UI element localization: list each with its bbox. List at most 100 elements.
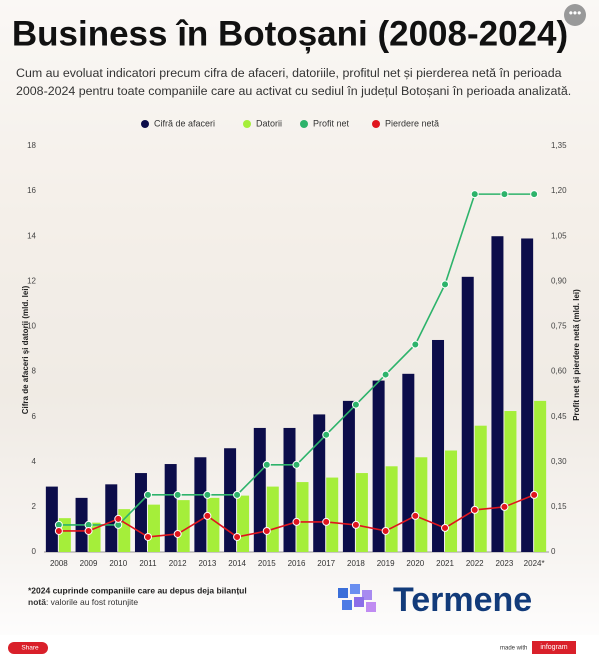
y2-tick-label: 1,35 (551, 141, 567, 150)
line-point (381, 370, 390, 379)
chart-title: Business în Botoșani (2008-2024) (12, 14, 568, 53)
legend: Cifră de afaceri Datorii Profit net Pierder… (141, 118, 439, 128)
line-point (500, 502, 509, 511)
footnote: *2024 cuprinde companiile care au depus … (28, 585, 247, 595)
x-tick-label: 2011 (139, 559, 157, 568)
line-point (262, 526, 271, 535)
bar (164, 464, 177, 552)
x-tick-label: 2012 (169, 559, 187, 568)
legend-marker (300, 120, 308, 128)
line-point (381, 526, 390, 535)
bar (355, 473, 368, 552)
line-point (411, 340, 420, 349)
infogram-badge[interactable] (532, 641, 576, 654)
bar (461, 276, 474, 552)
bar (45, 486, 58, 552)
y2-tick-label: 0,90 (551, 276, 567, 285)
y-axis-title: Cifra de afaceri și datorii (mld. lei) (21, 285, 30, 414)
bar (237, 495, 250, 552)
line-point (500, 190, 509, 199)
bar (491, 236, 504, 552)
legend-label: Datorii (256, 118, 282, 128)
line-point (441, 280, 450, 289)
line-point (351, 400, 360, 409)
y2-tick-label: 0,75 (551, 322, 567, 331)
line-point (114, 514, 123, 523)
bar (296, 482, 309, 552)
x-tick-label: 2018 (347, 559, 365, 568)
y-tick-label: 8 (32, 367, 37, 376)
line-point (233, 490, 242, 499)
subtitle-box: Cum au evoluat indicatori precum cifra d… (16, 66, 571, 98)
x-tick-label: 2009 (80, 559, 98, 568)
bar (266, 486, 279, 552)
line-point (143, 532, 152, 541)
y-tick-label: 0 (32, 547, 37, 556)
logo-text: Termene (393, 581, 532, 619)
line-point (233, 532, 242, 541)
line-point (351, 520, 360, 529)
x-tick-label: 2024* (524, 559, 545, 568)
y2-tick-label: 1,20 (551, 186, 567, 195)
x-tick-label: 2008 (50, 559, 68, 568)
x-tick-label: 2021 (436, 559, 454, 568)
y2-tick-label: 0,60 (551, 367, 567, 376)
y2-tick-label: 1,05 (551, 231, 567, 240)
share-label: Share (21, 645, 39, 652)
line-point (292, 460, 301, 469)
bar (474, 425, 487, 552)
line-point (203, 490, 212, 499)
bar (313, 414, 326, 552)
legend-marker (141, 120, 149, 128)
line-point (84, 526, 93, 535)
bar (207, 497, 220, 552)
y-tick-label: 4 (32, 457, 37, 466)
line-point (262, 460, 271, 469)
y2-axis-title: Profit net și pierdere netă (mld. lei) (572, 289, 581, 421)
legend-marker (372, 120, 380, 128)
x-tick-label: 2023 (496, 559, 514, 568)
x-tick-label: 2014 (228, 559, 246, 568)
line-point (54, 526, 63, 535)
line-point (173, 529, 182, 538)
line-point (203, 511, 212, 520)
y-tick-label: 10 (27, 322, 36, 331)
bar (534, 400, 547, 552)
bar (504, 411, 517, 552)
line-point (173, 490, 182, 499)
y-tick-label: 18 (27, 141, 36, 150)
note-text: : valorile au fost rotunjite (46, 597, 138, 607)
bar (105, 484, 118, 552)
line-point (143, 490, 152, 499)
bar (402, 373, 415, 552)
legend-label: Cifră de afaceri (154, 118, 215, 128)
y-tick-label: 16 (27, 186, 36, 195)
bar (177, 500, 190, 552)
bar (445, 450, 458, 552)
x-tick-label: 2022 (466, 559, 484, 568)
bar (194, 457, 207, 552)
line-point (470, 505, 479, 514)
bar (224, 448, 237, 552)
footer-bar (0, 635, 599, 657)
line-point (441, 523, 450, 532)
infogram-label: infogram (540, 644, 567, 651)
y-tick-label: 12 (27, 276, 36, 285)
y2-tick-label: 0,45 (551, 412, 567, 421)
line-point (411, 511, 420, 520)
line-point (322, 517, 331, 526)
line-point (470, 190, 479, 199)
bar (432, 339, 445, 552)
legend-label: Pierdere netă (385, 118, 439, 128)
y2-tick-label: 0,15 (551, 502, 567, 511)
menu-dots: ••• (569, 6, 582, 20)
line-point (530, 490, 539, 499)
x-tick-label: 2016 (288, 559, 306, 568)
bar (385, 466, 398, 552)
bar (58, 518, 71, 552)
menu-button[interactable] (564, 4, 586, 26)
share-button[interactable] (8, 642, 48, 654)
bar (326, 477, 339, 552)
x-tick-label: 2017 (317, 559, 335, 568)
